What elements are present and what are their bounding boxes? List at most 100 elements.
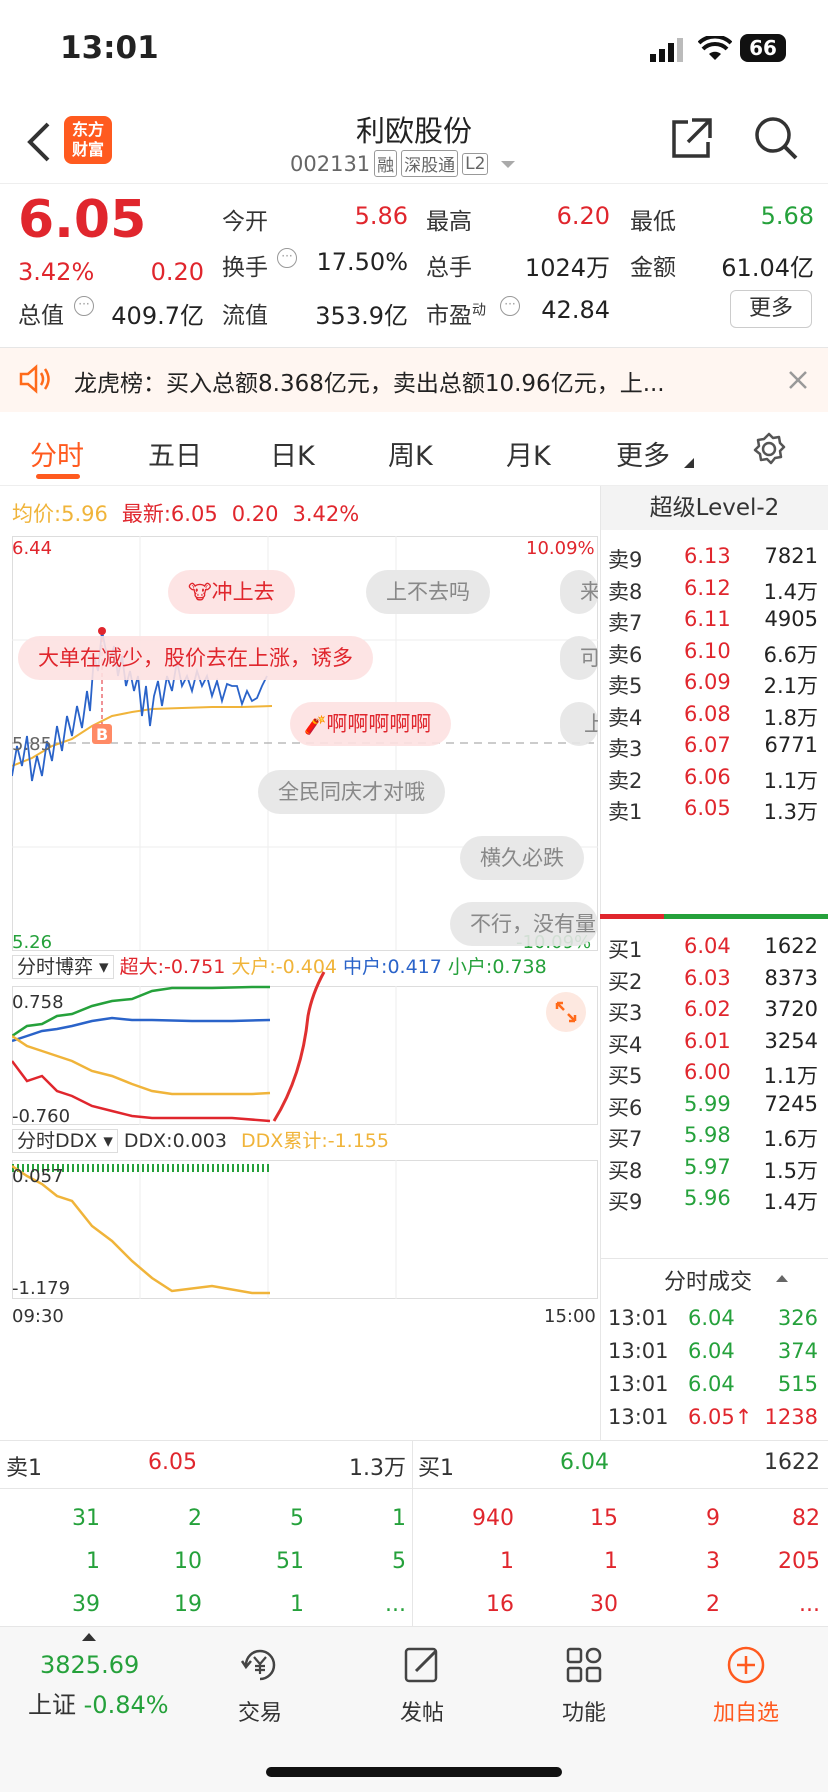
- bid-volume: 3720: [764, 997, 818, 1021]
- ask-row[interactable]: 卖7 6.11 4905: [600, 601, 828, 637]
- status-time: 13:01: [60, 30, 159, 66]
- tab-month-k[interactable]: 月K: [506, 441, 551, 472]
- buy1-label: 买1: [418, 1456, 454, 1481]
- info-icon[interactable]: ···: [500, 296, 520, 316]
- ask-price: 6.11: [684, 607, 731, 631]
- buy-queue-cell: 3: [706, 1549, 720, 1574]
- bid-row[interactable]: 买7 5.98 1.6万: [600, 1117, 828, 1153]
- ask-price: 6.06: [684, 764, 731, 789]
- share-icon[interactable]: [668, 116, 714, 162]
- badge-l2: L2: [462, 152, 489, 175]
- index-value[interactable]: 3825.69: [40, 1651, 140, 1679]
- ask-row[interactable]: 卖3 6.07 6771: [600, 727, 828, 763]
- volume-value: 1024万: [524, 254, 610, 282]
- bid-row[interactable]: 买8 5.97 1.5万: [600, 1149, 828, 1185]
- stock-name: 利欧股份: [355, 114, 472, 148]
- bid-volume: 3254: [764, 1028, 818, 1053]
- bid-row[interactable]: 买3 6.02 3720: [600, 991, 828, 1027]
- trade-price: 6.04: [688, 1372, 735, 1396]
- battery-icon: 66: [740, 34, 786, 62]
- bottom-tab-bar: 3825.69 上证 -0.84% 交易 发帖 功能 加自选: [0, 1626, 828, 1792]
- buy1-price: 6.04: [560, 1450, 609, 1475]
- dragon-tiger-notice[interactable]: 龙虎榜：买入总额8.368亿元，卖出总额10.96亿元，上...: [0, 348, 828, 412]
- buy-queue-cell: 940: [472, 1506, 514, 1531]
- order-queue: 卖1 6.05 1.3万 买1 6.04 1622 31 2 5 1 1 10 51 5 39 1…: [0, 1440, 828, 1626]
- bid-row[interactable]: 买1 6.04 1622: [600, 928, 828, 964]
- sell-queue-cell: 1: [290, 1592, 304, 1617]
- ask-ratio-bar: [600, 914, 664, 919]
- close-icon[interactable]: [788, 370, 808, 390]
- ask-row[interactable]: 卖8 6.12 1.4万: [600, 570, 828, 606]
- bid-label: 买4: [608, 1032, 643, 1057]
- price-chart[interactable]: B: [12, 536, 598, 1502]
- game-axis-top: 0.758: [12, 992, 64, 1013]
- amount-label: 金额: [630, 255, 676, 281]
- trade-volume: 515: [777, 1372, 818, 1396]
- ask-row[interactable]: 卖2 6.06 1.1万: [600, 759, 828, 795]
- tab-intraday[interactable]: 分时: [30, 441, 84, 472]
- low-label: 最低: [630, 209, 676, 235]
- tab-functions[interactable]: 功能: [524, 1643, 644, 1727]
- ask-volume: 2.1万: [763, 674, 818, 698]
- ask-row[interactable]: 卖9 6.13 7821: [600, 538, 828, 574]
- danmaku-bubble: 可: [560, 636, 598, 680]
- info-icon[interactable]: ···: [277, 248, 297, 268]
- index-ticker[interactable]: 上证 -0.84%: [28, 1691, 169, 1719]
- sell-queue-cell: 10: [174, 1549, 202, 1574]
- game-indicator-select[interactable]: 分时博弈 ▾: [12, 955, 114, 979]
- super-investor-line: [12, 1060, 271, 1123]
- notice-text: 龙虎榜：买入总额8.368亿元，卖出总额10.96亿元，上...: [74, 371, 665, 397]
- price-axis-top: 6.44: [12, 538, 53, 559]
- pct-axis-top: 10.09%: [526, 538, 595, 559]
- more-button[interactable]: 更多: [730, 290, 812, 328]
- speaker-icon: [19, 364, 50, 394]
- trade-row: 13:01 6.05↑ 1238: [600, 1399, 828, 1435]
- tab-post[interactable]: 发帖: [362, 1643, 482, 1727]
- intraday-chart-area: 均价:5.96 最新:6.05 0.20 3.42% B 6.44: [0, 486, 828, 1440]
- info-icon[interactable]: ···: [74, 296, 94, 316]
- tab-five-day[interactable]: 五日: [148, 441, 202, 472]
- ask-label: 卖4: [608, 705, 643, 730]
- search-icon[interactable]: [752, 114, 800, 162]
- buy-queue-cell: 9: [706, 1506, 720, 1531]
- bid-row[interactable]: 买9 5.96 1.4万: [600, 1180, 828, 1216]
- ask-label: 卖2: [608, 768, 643, 793]
- grid-icon: [524, 1643, 644, 1687]
- ask-row[interactable]: 卖4 6.08 1.8万: [600, 696, 828, 732]
- chevron-up-icon[interactable]: [776, 1274, 788, 1282]
- price-axis-mid: 5.85: [12, 734, 53, 755]
- badge-margin: 融: [374, 150, 398, 177]
- tab-day-k[interactable]: 日K: [270, 441, 315, 472]
- sell-queue-cell: 2: [188, 1506, 202, 1531]
- order-book[interactable]: 超级Level-2: [600, 486, 828, 1440]
- tab-add-watchlist[interactable]: 加自选: [686, 1643, 806, 1727]
- tab-trade[interactable]: 交易: [200, 1643, 320, 1727]
- sell1-label: 卖1: [6, 1456, 42, 1481]
- bid-price: 6.03: [684, 965, 731, 990]
- tab-week-k[interactable]: 周K: [388, 441, 433, 472]
- ddx-cumulative-line: [12, 1164, 270, 1295]
- bid-row[interactable]: 买5 6.00 1.1万: [600, 1054, 828, 1090]
- tab-more[interactable]: 更多: [616, 441, 670, 472]
- ask-row[interactable]: 卖6 6.10 6.6万: [600, 633, 828, 669]
- bid-price: 5.98: [684, 1123, 731, 1147]
- ask-label: 卖5: [608, 674, 643, 698]
- float-value: 353.9亿: [315, 302, 408, 330]
- sell-queue-cell: 39: [72, 1592, 100, 1617]
- bid-row[interactable]: 买6 5.99 7245: [600, 1086, 828, 1122]
- ask-row[interactable]: 卖5 6.09 2.1万: [600, 664, 828, 700]
- expand-icon[interactable]: [546, 992, 586, 1032]
- ask-label: 卖3: [608, 737, 643, 761]
- bid-row[interactable]: 买4 6.01 3254: [600, 1023, 828, 1059]
- bid-price: 6.02: [684, 997, 731, 1021]
- settings-icon[interactable]: [752, 432, 786, 466]
- home-indicator: [266, 1767, 562, 1777]
- bid-row[interactable]: 买2 6.03 8373: [600, 960, 828, 996]
- back-icon[interactable]: [26, 122, 52, 162]
- danmaku-bubble: 上: [560, 702, 598, 746]
- pe-value: 42.84: [541, 296, 610, 324]
- trade-time: 13:01: [608, 1306, 669, 1330]
- ddx-indicator-select[interactable]: 分时DDX ▾: [12, 1129, 118, 1153]
- danmaku-bubble: 🧨啊啊啊啊啊: [290, 702, 452, 746]
- ask-row[interactable]: 卖1 6.05 1.3万: [600, 790, 828, 826]
